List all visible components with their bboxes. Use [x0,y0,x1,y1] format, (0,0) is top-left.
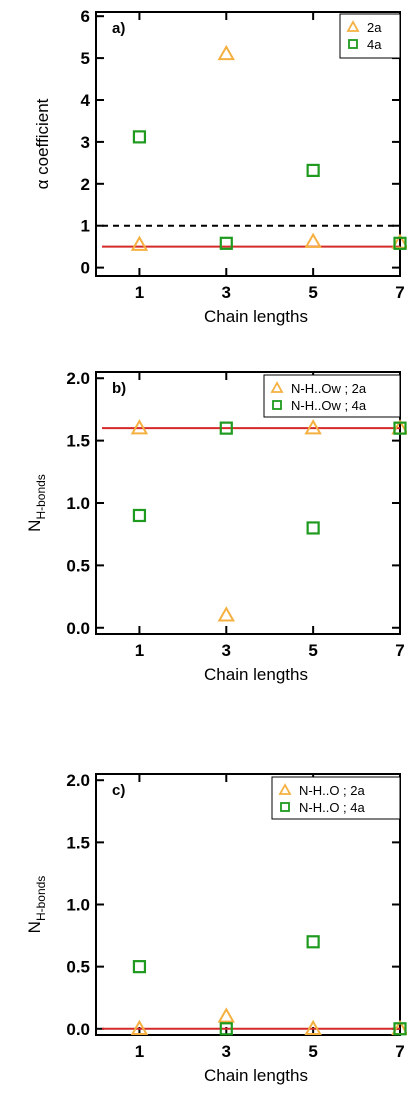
data-point-triangle [217,1007,236,1023]
legend-entry-label: N-H..O ; 4a [299,800,366,815]
x-tick-label: 7 [395,641,404,660]
data-point-triangle [130,235,149,251]
y-axis-title-sub: H-bonds [34,474,48,519]
legend-box [263,374,401,418]
y-tick-label: 0.0 [66,1020,90,1039]
y-axis-title: NH-bonds [25,474,48,532]
legend-entry-label: N-H..Ow ; 2a [291,381,367,396]
x-tick-label: 7 [395,1042,404,1061]
x-tick-label: 1 [135,641,144,660]
x-tick-label: 3 [222,283,231,302]
data-point-square [132,508,147,523]
legend-entry-label: N-H..Ow ; 4a [291,398,367,413]
x-axis-title: Chain lengths [204,665,308,684]
y-tick-label: 1.5 [66,432,90,451]
legend-triangle-icon [346,20,360,32]
y-axis-title-sub: H-bonds [34,876,48,921]
panel-b: 0.0 0.5 1.0 1.5 2.0 1 3 5 7 Chain lengths NH-bonds… [25,369,407,684]
data-point-triangle [130,419,149,435]
y-tick-label: 1 [81,217,90,236]
legend-square-icon [280,802,290,812]
y-tick-label: 1.5 [66,833,90,852]
y-tick-label: 0.5 [66,958,90,977]
y-tick-label: 6 [81,7,90,26]
x-tick-label: 3 [222,641,231,660]
x-tick-label: 5 [308,641,317,660]
data-point-square [393,236,407,250]
data-point-triangle [304,232,322,248]
y-tick-label: 2 [81,175,90,194]
y-axis-title-main: N [25,921,44,933]
y-tick-label: 1.0 [66,494,90,513]
y-tick-label: 2.0 [66,369,90,388]
legend-entry-label: 2a [367,20,382,35]
y-tick-label: 1.0 [66,896,90,915]
panel-label: a) [112,20,125,37]
legend-entry-label: 4a [367,37,382,52]
data-point-square [219,1022,233,1036]
data-point-triangle [217,44,236,61]
x-tick-label: 1 [135,1042,144,1061]
y-tick-label: 2.0 [66,771,90,790]
data-point-square [306,163,320,177]
legend: N-H..O ; 2a N-H..O ; 4a [271,776,401,820]
data-point-triangle [304,1019,322,1036]
x-axis-title: Chain lengths [204,307,308,326]
x-tick-label: 7 [395,283,404,302]
data-point-square [219,421,233,435]
y-axis-title: NH-bonds [25,876,48,934]
data-point-square [393,1022,407,1036]
panel-a: 0 1 2 3 4 5 6 1 3 5 7 Chain lengths α coefficient a) 2… [33,7,407,326]
data-point-square [219,236,233,250]
data-point-square [306,935,320,949]
data-point-triangle [130,1019,149,1036]
x-tick-label: 5 [308,1042,317,1061]
legend-triangle-icon [270,381,284,393]
y-tick-label: 0.5 [66,556,90,575]
panel-label: b) [112,380,126,397]
x-axis-title: Chain lengths [204,1066,308,1085]
y-tick-label: 0 [81,259,90,278]
panel-label: c) [112,782,125,799]
legend-box [271,776,401,820]
legend: N-H..Ow ; 2a N-H..Ow ; 4a [263,374,401,418]
panel-c: 0.0 0.5 1.0 1.5 2.0 1 3 5 7 Chain lengths NH-bonds… [25,771,407,1085]
y-tick-label: 0.0 [66,619,90,638]
y-axis-title: α coefficient [33,98,52,189]
legend-triangle-icon [278,783,292,795]
plot-frame [95,11,401,277]
y-tick-label: 5 [81,49,90,68]
legend-square-icon [348,39,358,49]
legend-square-icon [272,400,282,410]
x-tick-label: 3 [222,1042,231,1061]
legend-box [339,13,401,59]
x-tick-label: 1 [135,283,144,302]
y-tick-label: 3 [81,133,90,152]
data-point-square [132,960,147,974]
data-point-triangle [217,606,236,622]
data-point-square [306,521,320,535]
legend-entry-label: N-H..O ; 2a [299,783,366,798]
y-tick-label: 4 [81,91,91,110]
data-point-square [393,421,407,435]
data-point-triangle [304,419,322,435]
x-tick-label: 5 [308,283,317,302]
y-axis-title-main: N [25,520,44,532]
data-point-square [132,130,147,144]
